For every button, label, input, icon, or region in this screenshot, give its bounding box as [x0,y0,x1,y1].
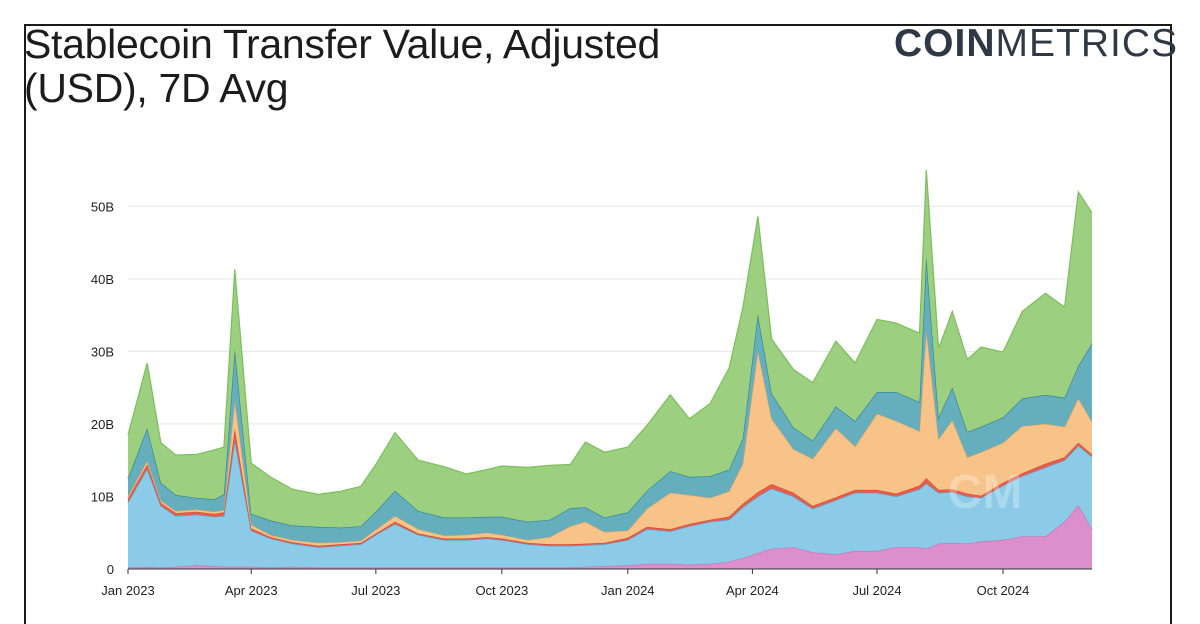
x-tick-label: Oct 2024 [977,583,1030,598]
logo-text-bold: COIN [894,22,996,65]
stacked-area-chart: 0 10B 20B 30B 40B 50B Jan 2023 Apr 2023 Jul 2023… [91,169,1093,598]
area-green [128,170,1092,528]
line-green [127,169,1093,495]
chart-title: Stablecoin Transfer Value, Adjusted (USD… [24,21,661,111]
x-tick-label: Jul 2024 [852,583,901,598]
coinmetrics-logo: COINMETRICS [894,22,1178,66]
area-light-blue [128,439,1092,568]
y-tick-label: 30B [91,344,114,359]
area-teal [128,257,1092,543]
x-tick-label: Apr 2023 [225,583,278,598]
x-tick-label: Jan 2023 [101,583,155,598]
y-tick-label: 50B [91,199,114,214]
y-tick-label: 10B [91,489,114,504]
y-tick-label: 20B [91,417,114,432]
watermark-logo: CM [948,466,1023,519]
y-tick-label: 0 [107,562,114,577]
x-tick-label: Jan 2024 [601,583,655,598]
series-areas [127,169,1093,569]
x-tick-label: Oct 2023 [475,583,528,598]
x-tick-label: Jul 2023 [351,583,400,598]
y-tick-label: 40B [91,272,114,287]
area-orange [128,329,1092,546]
area-pink [128,505,1092,569]
x-tick-label: Apr 2024 [726,583,779,598]
logo-text-light: METRICS [995,22,1178,65]
